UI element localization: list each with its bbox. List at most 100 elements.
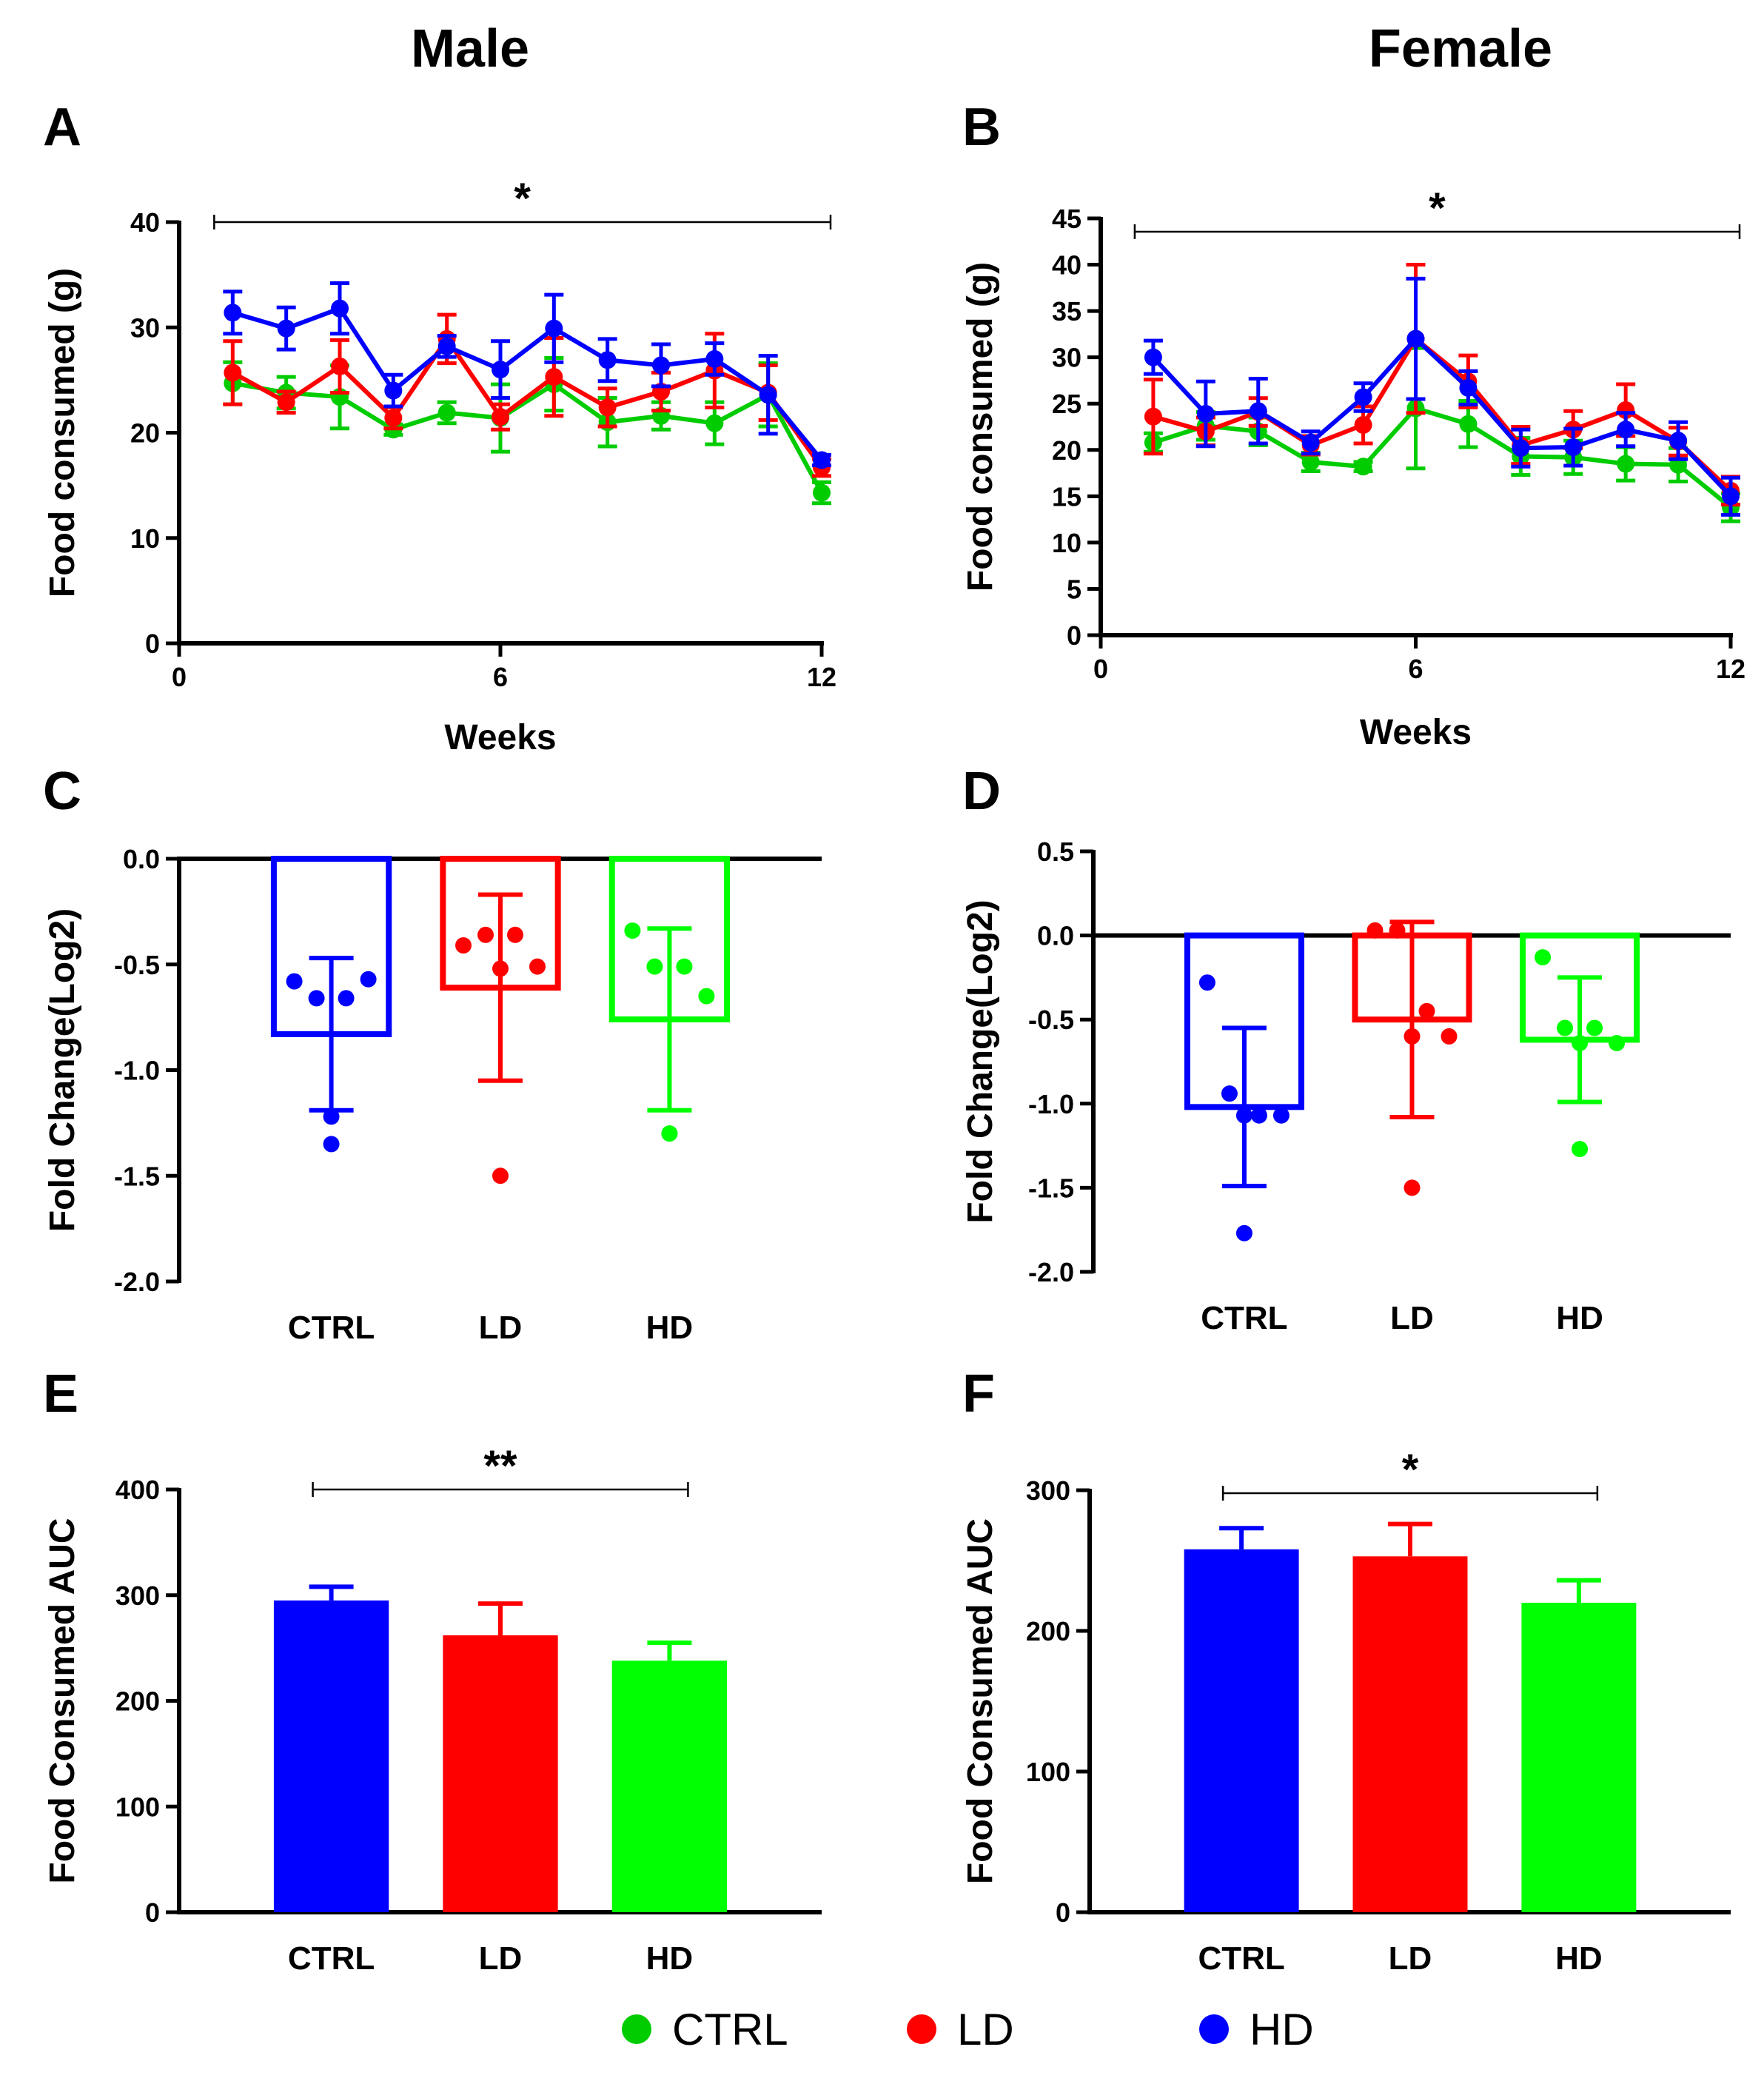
category-label: CTRL [1198, 1940, 1284, 1977]
data-point [1196, 404, 1215, 423]
data-point [323, 1136, 340, 1153]
bar [611, 1661, 728, 1912]
data-point [1144, 348, 1162, 366]
significance-label: * [514, 175, 531, 223]
data-point [598, 351, 617, 369]
y-tick-label: 0 [1067, 620, 1081, 651]
bar-group-ctrl [273, 1584, 389, 1912]
data-point [1459, 415, 1478, 433]
legend-label-hd: HD [1250, 2005, 1314, 2054]
x-tick-label: 12 [1716, 654, 1745, 684]
data-point [323, 1108, 340, 1125]
data-point [705, 349, 724, 368]
chart-panel-a: A Food consumed (g) 0 10 20 30 40 0 6 12 Weeks * [43, 98, 836, 757]
y-axis-title: Fold Change(Log2) [43, 908, 82, 1232]
data-point [545, 368, 563, 386]
data-point [360, 971, 377, 988]
y-tick-label: 40 [130, 207, 160, 238]
column-title-male: Male [411, 19, 529, 78]
data-point [698, 988, 715, 1005]
y-tick-label: 35 [1052, 296, 1081, 326]
data-point [1144, 407, 1162, 426]
data-point [646, 958, 663, 975]
bar-group-hd [1520, 932, 1640, 1158]
bar [273, 1600, 389, 1912]
series-line [232, 306, 824, 462]
bar [1352, 1556, 1468, 1912]
x-tick-label: 12 [807, 662, 836, 692]
y-tick-label: 15 [1052, 481, 1081, 512]
data-point [437, 403, 456, 422]
data-point [813, 451, 831, 469]
data-point [492, 1167, 509, 1184]
panel-letter: F [962, 1364, 995, 1424]
data-point [598, 398, 617, 417]
legend-marker-ctrl [622, 2014, 651, 2044]
bar-group-ctrl [1184, 932, 1304, 1241]
y-tick-label: -0.5 [1028, 1005, 1074, 1035]
y-tick-label: 25 [1052, 389, 1081, 419]
x-tick-label: 0 [172, 662, 187, 692]
y-tick-label: 400 [115, 1475, 160, 1505]
x-tick-label: 6 [1408, 654, 1423, 684]
data-point [492, 960, 509, 977]
legend-marker-hd [1199, 2014, 1229, 2044]
legend-label-ld: LD [957, 2005, 1014, 2054]
data-point [331, 299, 349, 318]
y-axis-title: Food Consumed AUC [961, 1518, 1000, 1884]
data-point [1669, 432, 1688, 450]
data-point [1512, 439, 1530, 458]
category-label: HD [646, 1940, 694, 1977]
y-tick-label: 0 [145, 629, 160, 659]
data-point [455, 937, 472, 954]
category-label: LD [479, 1940, 523, 1977]
data-point [277, 319, 295, 338]
series-line [232, 381, 824, 495]
data-point [1441, 1028, 1458, 1045]
data-point [338, 990, 355, 1007]
y-tick-label: -2.0 [114, 1267, 160, 1297]
data-point [1354, 458, 1372, 476]
data-point [1366, 922, 1384, 939]
category-label: CTRL [1201, 1300, 1287, 1336]
y-tick-label: 200 [1026, 1616, 1070, 1646]
data-point [1250, 1107, 1267, 1124]
y-tick-label: 0.0 [123, 844, 160, 874]
data-point [624, 922, 641, 939]
data-point [705, 414, 724, 432]
category-label: HD [1555, 1940, 1603, 1977]
data-point [759, 386, 777, 404]
y-axis-title: Food consumed (g) [43, 268, 82, 597]
data-point [286, 973, 303, 990]
chart-panel-c: C Fold Change(Log2) -2.0 -1.5 -1.0 -0.5 0.0 CTR… [43, 762, 822, 1346]
bar-group-hd [611, 1640, 728, 1912]
y-tick-label: 100 [115, 1792, 160, 1822]
data-point [1221, 1085, 1238, 1102]
chart-panel-b: B Food consumed (g) 0 5 10 15 20 25 30 35 40 45 0 6 12… [961, 98, 1745, 752]
category-label: CTRL [288, 1940, 375, 1977]
chart-panel-f: F Food Consumed AUC 0 100 200 300 CTRL LD HD * [961, 1364, 1731, 1977]
legend-marker-ld [907, 2014, 936, 2044]
data-point [1301, 453, 1320, 472]
data-point [1459, 378, 1478, 397]
bar [1184, 1549, 1299, 1912]
data-point [1572, 1141, 1589, 1158]
data-point [1617, 420, 1635, 439]
data-point [477, 926, 494, 943]
y-axis-title: Food consumed (g) [961, 262, 1000, 592]
y-tick-label: 45 [1052, 204, 1081, 234]
data-point [545, 319, 563, 338]
data-point [529, 958, 546, 975]
panel-letter: E [43, 1364, 78, 1424]
data-point [1301, 433, 1320, 452]
y-tick-label: 0.0 [1037, 921, 1074, 951]
y-tick-label: -1.0 [114, 1056, 160, 1086]
data-point [507, 926, 523, 943]
data-point [1418, 1002, 1435, 1019]
y-tick-label: 0.5 [1037, 837, 1074, 867]
data-point [1235, 1224, 1252, 1241]
data-point [1564, 438, 1583, 457]
category-label: LD [1389, 1940, 1432, 1977]
bar-group-ld [443, 1601, 558, 1912]
